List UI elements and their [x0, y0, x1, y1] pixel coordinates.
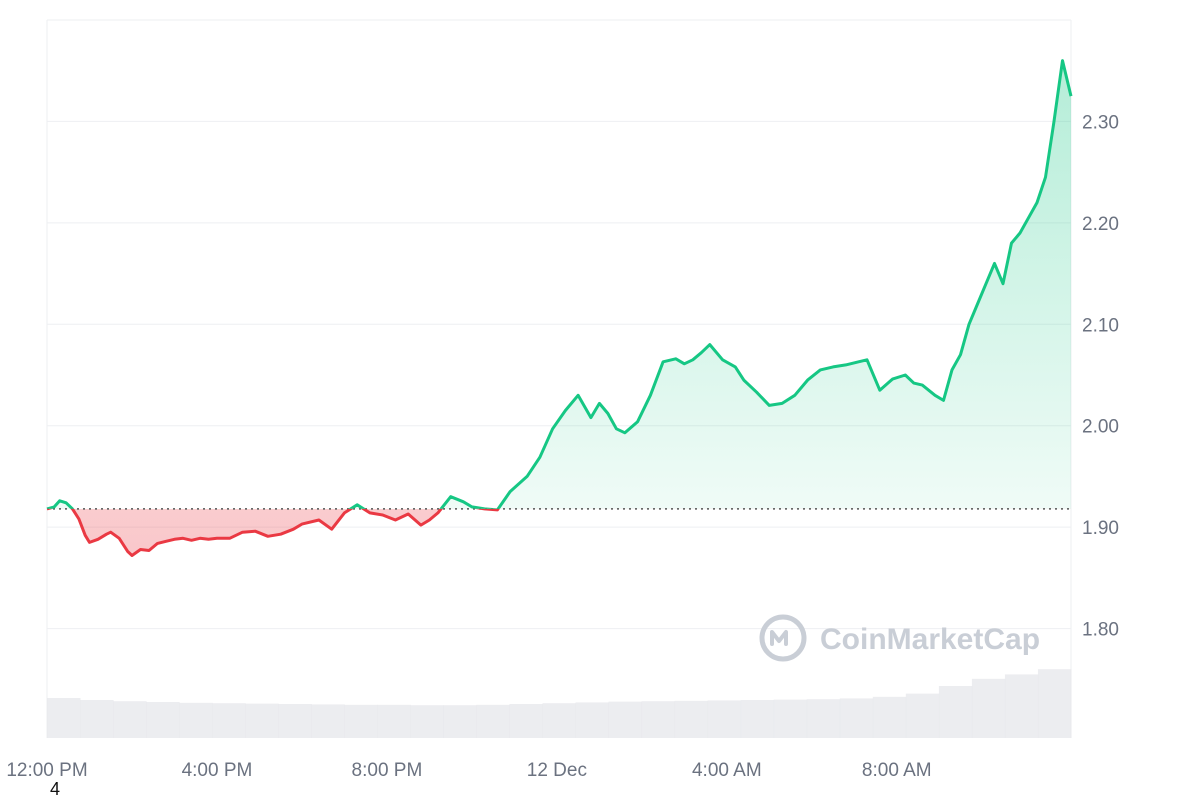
volume-bars — [47, 669, 1072, 738]
volume-bar — [146, 702, 180, 738]
x-tick-label: 8:00 AM — [862, 760, 932, 781]
x-tick-label: 8:00 PM — [352, 760, 423, 781]
volume-bar — [1037, 669, 1072, 738]
price-area — [47, 60, 1071, 556]
volume-bar — [872, 696, 907, 738]
y-axis: 1.80 1.90 2.00 2.10 2.20 2.30 — [1082, 112, 1119, 640]
volume-bar — [773, 699, 808, 738]
volume-bar — [278, 704, 312, 738]
volume-bar — [311, 704, 345, 738]
price-line — [46, 59, 1073, 557]
volume-bar — [938, 686, 973, 738]
y-tick-label: 1.90 — [1082, 518, 1119, 539]
volume-bar — [905, 693, 940, 738]
volume-bar — [674, 700, 709, 738]
volume-bar — [839, 698, 874, 738]
watermark-text: CoinMarketCap — [820, 623, 1040, 656]
y-tick-label: 2.10 — [1082, 315, 1119, 336]
volume-bar — [1004, 674, 1039, 738]
volume-bar — [443, 705, 477, 738]
volume-bar — [641, 701, 676, 738]
volume-bar — [344, 704, 378, 738]
x-tick-label: 4:00 AM — [692, 760, 762, 781]
volume-bar — [47, 698, 81, 738]
volume-bar — [740, 700, 775, 738]
y-tick-label: 2.20 — [1082, 214, 1119, 235]
volume-bar — [179, 702, 213, 738]
volume-bar — [806, 699, 841, 738]
price-line-up — [46, 59, 1073, 509]
area-above-baseline — [47, 60, 1071, 509]
y-tick-label: 1.80 — [1082, 620, 1119, 641]
volume-bar — [707, 700, 742, 738]
x-axis: 12:00 PM 4:00 PM 8:00 PM 12 Dec 4:00 AM 8:00 … — [6, 760, 931, 781]
coinmarketcap-logo-icon — [759, 614, 807, 662]
volume-bar — [410, 705, 444, 738]
volume-bar — [575, 702, 610, 738]
price-line-down — [46, 508, 500, 557]
x-tick-label: 4:00 PM — [182, 760, 253, 781]
volume-bar — [509, 704, 543, 738]
area-below-baseline — [47, 508, 1071, 556]
volume-bar — [971, 678, 1006, 738]
volume-bar — [476, 704, 510, 738]
corner-label: 4 — [50, 779, 61, 799]
volume-bar — [212, 703, 246, 738]
watermark: CoinMarketCap — [759, 614, 1040, 662]
y-tick-label: 2.30 — [1082, 112, 1119, 133]
x-tick-label: 12:00 PM — [6, 760, 87, 781]
volume-bar — [608, 701, 643, 738]
y-tick-label: 2.00 — [1082, 417, 1119, 438]
volume-bar — [80, 700, 114, 738]
volume-bar — [113, 701, 147, 738]
volume-bar — [245, 703, 279, 738]
volume-bar — [542, 703, 577, 738]
x-tick-label: 12 Dec — [527, 760, 587, 781]
volume-bar — [377, 704, 411, 738]
